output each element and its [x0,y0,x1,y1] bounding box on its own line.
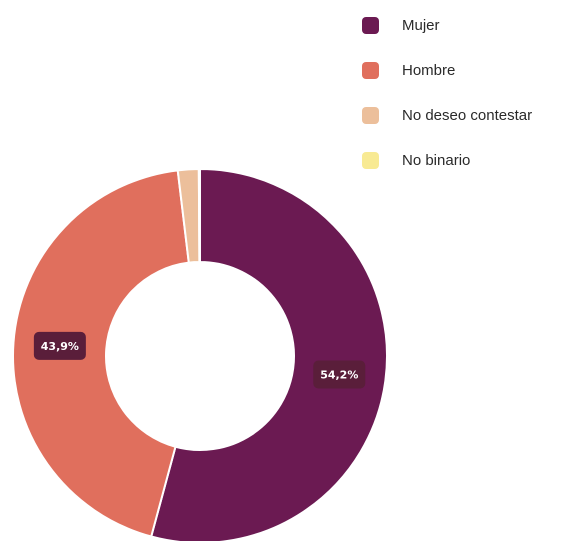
data-label-background [313,360,366,389]
legend-swatch [362,16,379,34]
slice-mujer[interactable] [149,167,388,541]
data-label-text: 54,2% [320,368,358,381]
slice-hombre[interactable] [12,169,190,538]
legend-swatch [362,61,379,79]
legend-swatch [362,151,379,169]
slice-no-binario[interactable] [197,167,201,264]
legend-item-mujer[interactable]: Mujer [362,14,532,36]
data-label-text: 43,9% [41,340,79,353]
legend-item-hombre[interactable]: Hombre [362,59,532,81]
legend-item-no-binario[interactable]: No binario [362,149,532,171]
legend-swatch [362,106,379,124]
donut-slices [12,167,388,541]
legend-label: Hombre [402,61,456,79]
data-label-hombre: 43,9% [33,331,86,360]
data-label-background [33,331,86,360]
data-label-mujer: 54,2% [313,360,366,389]
legend-item-no-deseo-contestar[interactable]: No deseo contestar [362,104,532,126]
legend-label: No deseo contestar [402,106,533,124]
legend-label: Mujer [402,16,440,34]
legend-label: No binario [402,151,471,169]
chart-legend: Mujer Hombre No deseo contestar No binario [362,14,532,194]
data-labels: 54,2% 43,9% [33,331,366,389]
